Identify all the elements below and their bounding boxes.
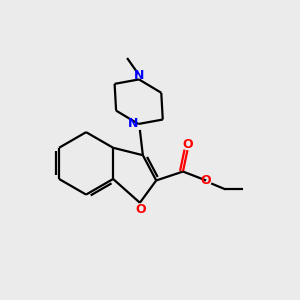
Text: O: O <box>201 174 212 187</box>
Text: O: O <box>135 203 146 216</box>
Text: N: N <box>134 69 144 82</box>
Text: O: O <box>182 138 193 151</box>
Text: N: N <box>128 118 138 130</box>
